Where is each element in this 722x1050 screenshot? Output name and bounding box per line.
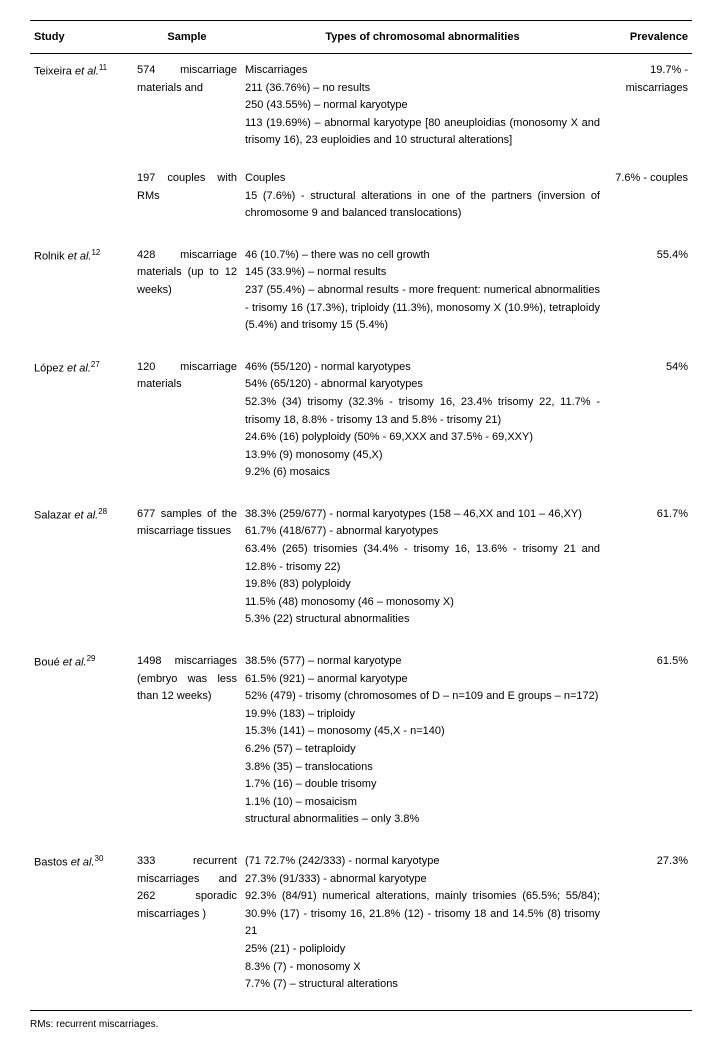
header-prevalence: Prevalence: [604, 21, 692, 54]
study-cell: López et al.27: [30, 351, 133, 498]
study-etal: et al.: [68, 250, 92, 262]
study-etal: et al.: [75, 66, 99, 78]
footnote: RMs: recurrent miscarriages.: [30, 1011, 692, 1030]
study-cell: Salazar et al.28: [30, 498, 133, 645]
study-cell: Rolnik et al.12: [30, 239, 133, 351]
sample-cell: 120 miscarriage materials: [133, 351, 241, 498]
table-row: Teixeira et al.11574 miscarriage materia…: [30, 54, 692, 166]
table-row: Bastos et al.30333 recurrent miscarriage…: [30, 845, 692, 1010]
study-author: López: [34, 362, 67, 374]
study-ref: 11: [99, 63, 107, 72]
sample-cell: 197 couples with RMs: [133, 166, 241, 239]
table-header: Study Sample Types of chromosomal abnorm…: [30, 21, 692, 54]
sample-cell: 1498 miscarriages (embryo was less than …: [133, 645, 241, 845]
table-row: Rolnik et al.12428 miscarriage materials…: [30, 239, 692, 351]
study-author: Boué: [34, 657, 63, 669]
prevalence-cell: 19.7% - miscarriages: [604, 54, 692, 166]
types-cell: 38.5% (577) – normal karyotype61.5% (921…: [241, 645, 604, 845]
study-author: Bastos: [34, 857, 71, 869]
prevalence-cell: 54%: [604, 351, 692, 498]
study-author: Rolnik: [34, 250, 68, 262]
study-table: Study Sample Types of chromosomal abnorm…: [30, 20, 692, 1011]
study-ref: 28: [98, 507, 107, 516]
table-row: López et al.27120 miscarriage materials4…: [30, 351, 692, 498]
study-ref: 29: [87, 654, 96, 663]
study-ref: 30: [95, 854, 104, 863]
prevalence-cell: 61.5%: [604, 645, 692, 845]
types-cell: 38.3% (259/677) - normal karyotypes (158…: [241, 498, 604, 645]
sample-cell: 333 recurrent miscarriages and 262 spora…: [133, 845, 241, 1010]
study-cell: [30, 166, 133, 239]
study-author: Teixeira: [34, 66, 75, 78]
study-cell: Teixeira et al.11: [30, 54, 133, 166]
study-author: Salazar: [34, 510, 74, 522]
table-body: Teixeira et al.11574 miscarriage materia…: [30, 54, 692, 1011]
table-row: Salazar et al.28677 samples of the misca…: [30, 498, 692, 645]
study-etal: et al.: [63, 657, 87, 669]
study-etal: et al.: [67, 362, 91, 374]
header-sample: Sample: [133, 21, 241, 54]
header-types: Types of chromosomal abnormalities: [241, 21, 604, 54]
table-row: Boué et al.291498 miscarriages (embryo w…: [30, 645, 692, 845]
sample-cell: 428 miscarriage materials (up to 12 week…: [133, 239, 241, 351]
types-cell: Couples15 (7.6%) - structural alteration…: [241, 166, 604, 239]
study-etal: et al.: [74, 510, 98, 522]
table-row: 197 couples with RMsCouples15 (7.6%) - s…: [30, 166, 692, 239]
prevalence-cell: 27.3%: [604, 845, 692, 1010]
study-cell: Bastos et al.30: [30, 845, 133, 1010]
sample-cell: 574 miscarriage materials and: [133, 54, 241, 166]
types-cell: 46 (10.7%) – there was no cell growth145…: [241, 239, 604, 351]
study-ref: 12: [91, 248, 100, 257]
prevalence-cell: 55.4%: [604, 239, 692, 351]
types-cell: Miscarriages211 (36.76%) – no results250…: [241, 54, 604, 166]
study-etal: et al.: [71, 857, 95, 869]
types-cell: 46% (55/120) - normal karyotypes54% (65/…: [241, 351, 604, 498]
header-study: Study: [30, 21, 133, 54]
prevalence-cell: 7.6% - couples: [604, 166, 692, 239]
study-cell: Boué et al.29: [30, 645, 133, 845]
types-cell: (71 72.7% (242/333) - normal karyotype27…: [241, 845, 604, 1010]
prevalence-cell: 61.7%: [604, 498, 692, 645]
sample-cell: 677 samples of the miscarriage tissues: [133, 498, 241, 645]
study-ref: 27: [91, 360, 100, 369]
